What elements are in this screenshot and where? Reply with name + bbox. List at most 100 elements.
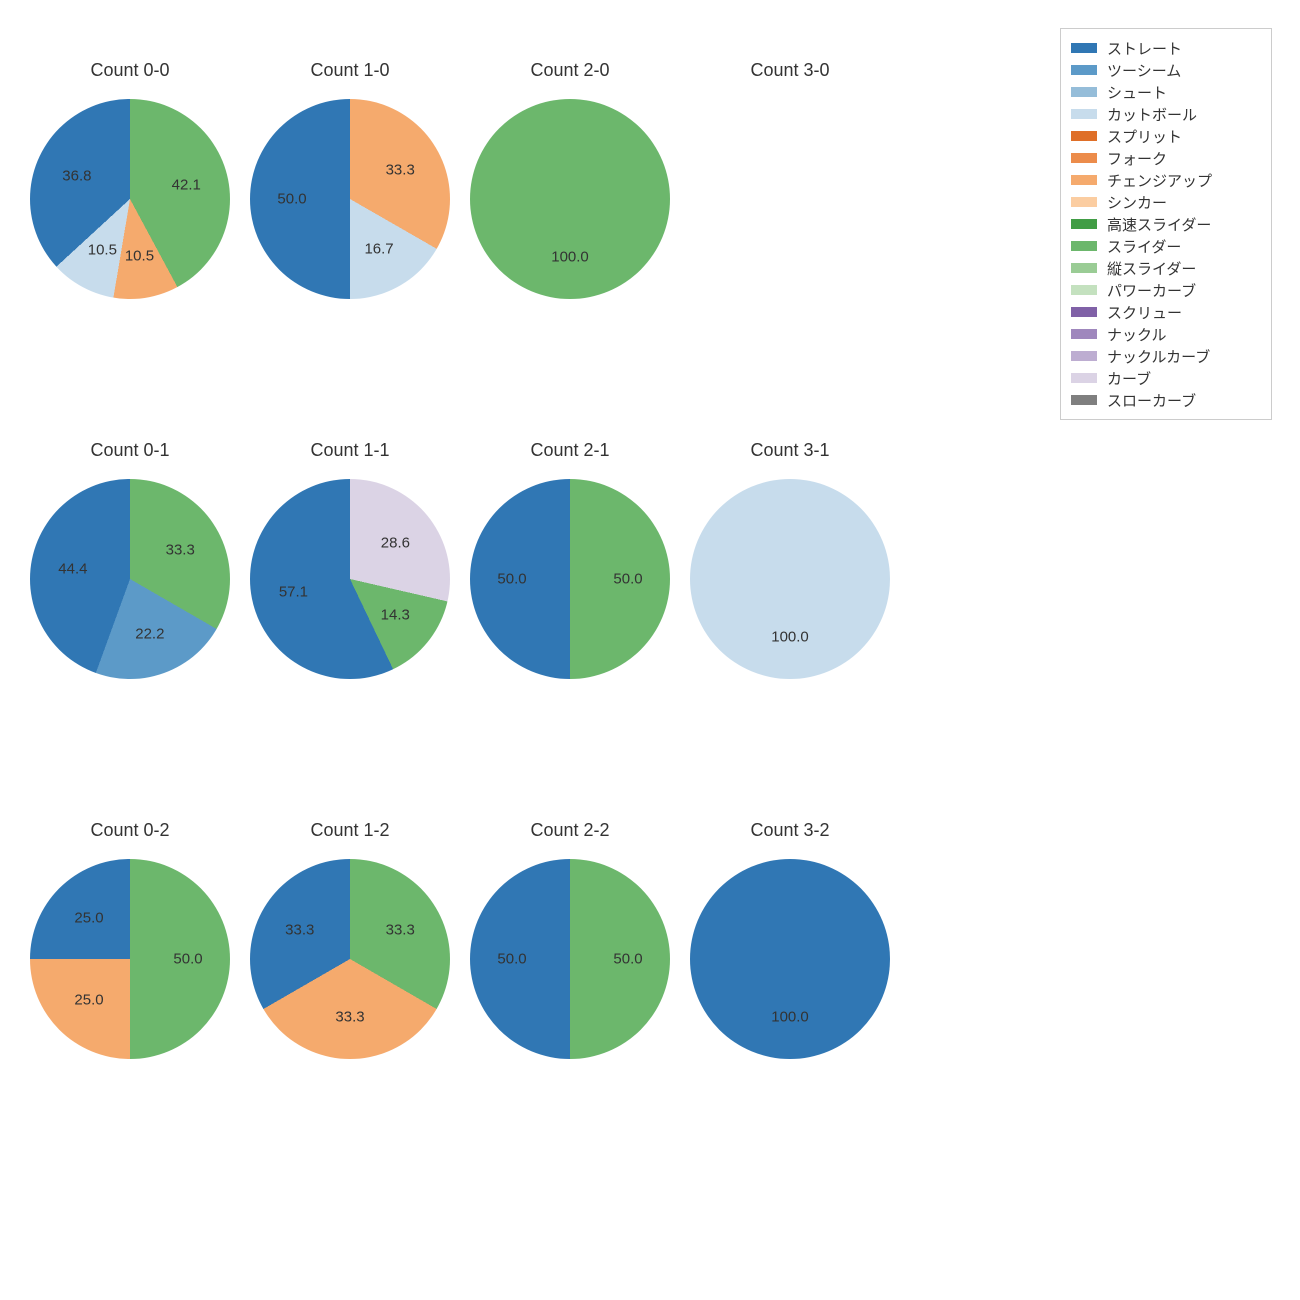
slice-label: 50.0 <box>613 571 642 588</box>
chart-cell: Count 0-0 36.810.510.542.1 <box>20 60 240 440</box>
pie-chart <box>30 479 230 679</box>
chart-cell: Count 3-1100.0 <box>680 440 900 820</box>
legend-label: ストレート <box>1107 38 1261 59</box>
pie-chart <box>690 859 890 1059</box>
slice-label: 25.0 <box>74 909 103 926</box>
pie-chart <box>250 859 450 1059</box>
legend-label: シュート <box>1107 82 1261 103</box>
slice-label: 100.0 <box>771 1009 809 1026</box>
pie-chart <box>690 479 890 679</box>
slice-label: 33.3 <box>386 922 415 939</box>
chart-title: Count 2-1 <box>530 440 609 461</box>
chart-title: Count 3-2 <box>750 820 829 841</box>
chart-cell: Count 0-1 44.422.233.3 <box>20 440 240 820</box>
pie-wrap: 50.0 50.0 <box>470 859 670 1059</box>
legend-item: パワーカーブ <box>1071 279 1261 301</box>
chart-cell: Count 2-0 100.0 <box>460 60 680 440</box>
legend-swatch <box>1071 373 1097 383</box>
pie-wrap: 25.0 25.0 50.0 <box>30 859 230 1059</box>
chart-title: Count 0-1 <box>90 440 169 461</box>
legend-label: パワーカーブ <box>1107 280 1261 301</box>
legend-swatch <box>1071 263 1097 273</box>
slice-label: 50.0 <box>497 571 526 588</box>
chart-cell: Count 1-1 57.1 14.3 28.6 <box>240 440 460 820</box>
chart-title: Count 3-1 <box>750 440 829 461</box>
legend-item: ストレート <box>1071 37 1261 59</box>
chart-title: Count 3-0 <box>750 60 829 81</box>
legend-swatch <box>1071 395 1097 405</box>
legend-label: フォーク <box>1107 148 1261 169</box>
chart-cell: Count 3-2 100.0 <box>680 820 900 1200</box>
chart-title: Count 1-1 <box>310 440 389 461</box>
legend-swatch <box>1071 241 1097 251</box>
legend-box: ストレートツーシームシュートカットボールスプリットフォークチェンジアップシンカー… <box>1060 28 1272 420</box>
chart-title: Count 2-0 <box>530 60 609 81</box>
slice-label: 100.0 <box>551 249 589 266</box>
legend-item: スクリュー <box>1071 301 1261 323</box>
legend-swatch <box>1071 329 1097 339</box>
legend-item: チェンジアップ <box>1071 169 1261 191</box>
legend-label: ツーシーム <box>1107 60 1261 81</box>
slice-label: 33.3 <box>335 1009 364 1026</box>
slice-label: 33.3 <box>386 161 415 178</box>
legend-swatch <box>1071 307 1097 317</box>
legend-label: チェンジアップ <box>1107 170 1261 191</box>
slice-label: 25.0 <box>74 992 103 1009</box>
legend-label: カーブ <box>1107 368 1261 389</box>
legend-item: 縦スライダー <box>1071 257 1261 279</box>
slice-label: 10.5 <box>88 241 117 258</box>
legend-swatch <box>1071 285 1097 295</box>
pie-wrap: 36.810.510.542.1 <box>30 99 230 299</box>
legend-label: シンカー <box>1107 192 1261 213</box>
pie-wrap: 44.422.233.3 <box>30 479 230 679</box>
legend-item: スプリット <box>1071 125 1261 147</box>
slice-label: 57.1 <box>279 583 308 600</box>
pie-chart-grid: Count 0-0 36.810.510.542.1 Count 1-0 50.0 16… <box>20 60 900 1200</box>
legend-label: 高速スライダー <box>1107 214 1261 235</box>
slice-label: 14.3 <box>381 607 410 624</box>
pie-wrap: 57.1 14.3 28.6 <box>250 479 450 679</box>
slice-label: 44.4 <box>58 560 87 577</box>
chart-title: Count 1-2 <box>310 820 389 841</box>
legend-label: スローカーブ <box>1107 390 1261 411</box>
pie-chart <box>30 99 230 299</box>
chart-title: Count 0-0 <box>90 60 169 81</box>
chart-title: Count 0-2 <box>90 820 169 841</box>
chart-title: Count 1-0 <box>310 60 389 81</box>
pie-wrap: 100.0 <box>690 859 890 1059</box>
legend-swatch <box>1071 153 1097 163</box>
legend-item: ナックルカーブ <box>1071 345 1261 367</box>
legend-swatch <box>1071 351 1097 361</box>
legend-label: ナックル <box>1107 324 1261 345</box>
legend-label: スクリュー <box>1107 302 1261 323</box>
chart-row: Count 0-225.025.050.0Count 1-233.333.333… <box>20 820 900 1200</box>
legend-swatch <box>1071 65 1097 75</box>
legend-item: カットボール <box>1071 103 1261 125</box>
chart-row: Count 0-0 36.810.510.542.1 Count 1-0 50.0 16… <box>20 60 900 440</box>
pie-wrap: 50.0 50.0 <box>470 479 670 679</box>
legend-label: カットボール <box>1107 104 1261 125</box>
chart-cell: Count 1-2 33.3 33.3 33.3 <box>240 820 460 1200</box>
slice-label: 16.7 <box>364 241 393 258</box>
pie-wrap: 33.3 33.3 33.3 <box>250 859 450 1059</box>
legend-swatch <box>1071 109 1097 119</box>
slice-label: 50.0 <box>613 951 642 968</box>
legend-swatch <box>1071 87 1097 97</box>
legend-item: フォーク <box>1071 147 1261 169</box>
pie-wrap: 50.0 16.7 33.3 <box>250 99 450 299</box>
slice-label: 33.3 <box>166 542 195 559</box>
slice-label: 28.6 <box>381 534 410 551</box>
chart-cell: Count 2-1 50.0 50.0 <box>460 440 680 820</box>
legend-item: カーブ <box>1071 367 1261 389</box>
slice-label: 33.3 <box>285 922 314 939</box>
legend-item: ツーシーム <box>1071 59 1261 81</box>
legend-label: スプリット <box>1107 126 1261 147</box>
chart-cell: Count 1-0 50.0 16.7 33.3 <box>240 60 460 440</box>
slice-label: 50.0 <box>173 951 202 968</box>
legend-item: シュート <box>1071 81 1261 103</box>
chart-title: Count 2-2 <box>530 820 609 841</box>
legend-label: ナックルカーブ <box>1107 346 1261 367</box>
slice-label: 50.0 <box>277 191 306 208</box>
slice-label: 50.0 <box>497 951 526 968</box>
legend-swatch <box>1071 219 1097 229</box>
